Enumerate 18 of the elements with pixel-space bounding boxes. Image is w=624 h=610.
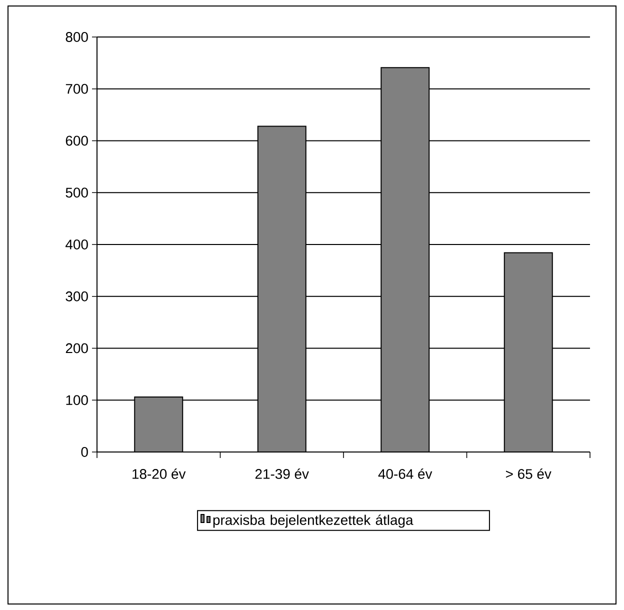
x-tick-label: 18-20 év [132, 468, 186, 479]
x-tick-label: > 65 év [506, 468, 552, 479]
y-tick-label: 0 [81, 447, 88, 457]
bar [134, 396, 184, 452]
x-tick-label: 40-64 év [378, 468, 432, 479]
x-tick-label: 21-39 év [255, 468, 309, 479]
legend-label: praxisba bejelentkezettek átlaga [213, 514, 414, 528]
y-tick-label: 400 [66, 240, 88, 250]
y-tick-label: 300 [66, 291, 88, 302]
bar [257, 126, 306, 452]
y-tick-label: 700 [66, 84, 88, 94]
y-tick-label: 800 [66, 32, 88, 42]
bar [504, 252, 553, 452]
y-tick-label: 200 [66, 343, 88, 354]
y-tick-label: 100 [66, 395, 88, 406]
y-tick-label: 500 [66, 188, 88, 198]
y-tick-label: 600 [66, 136, 88, 146]
bar [380, 67, 430, 452]
